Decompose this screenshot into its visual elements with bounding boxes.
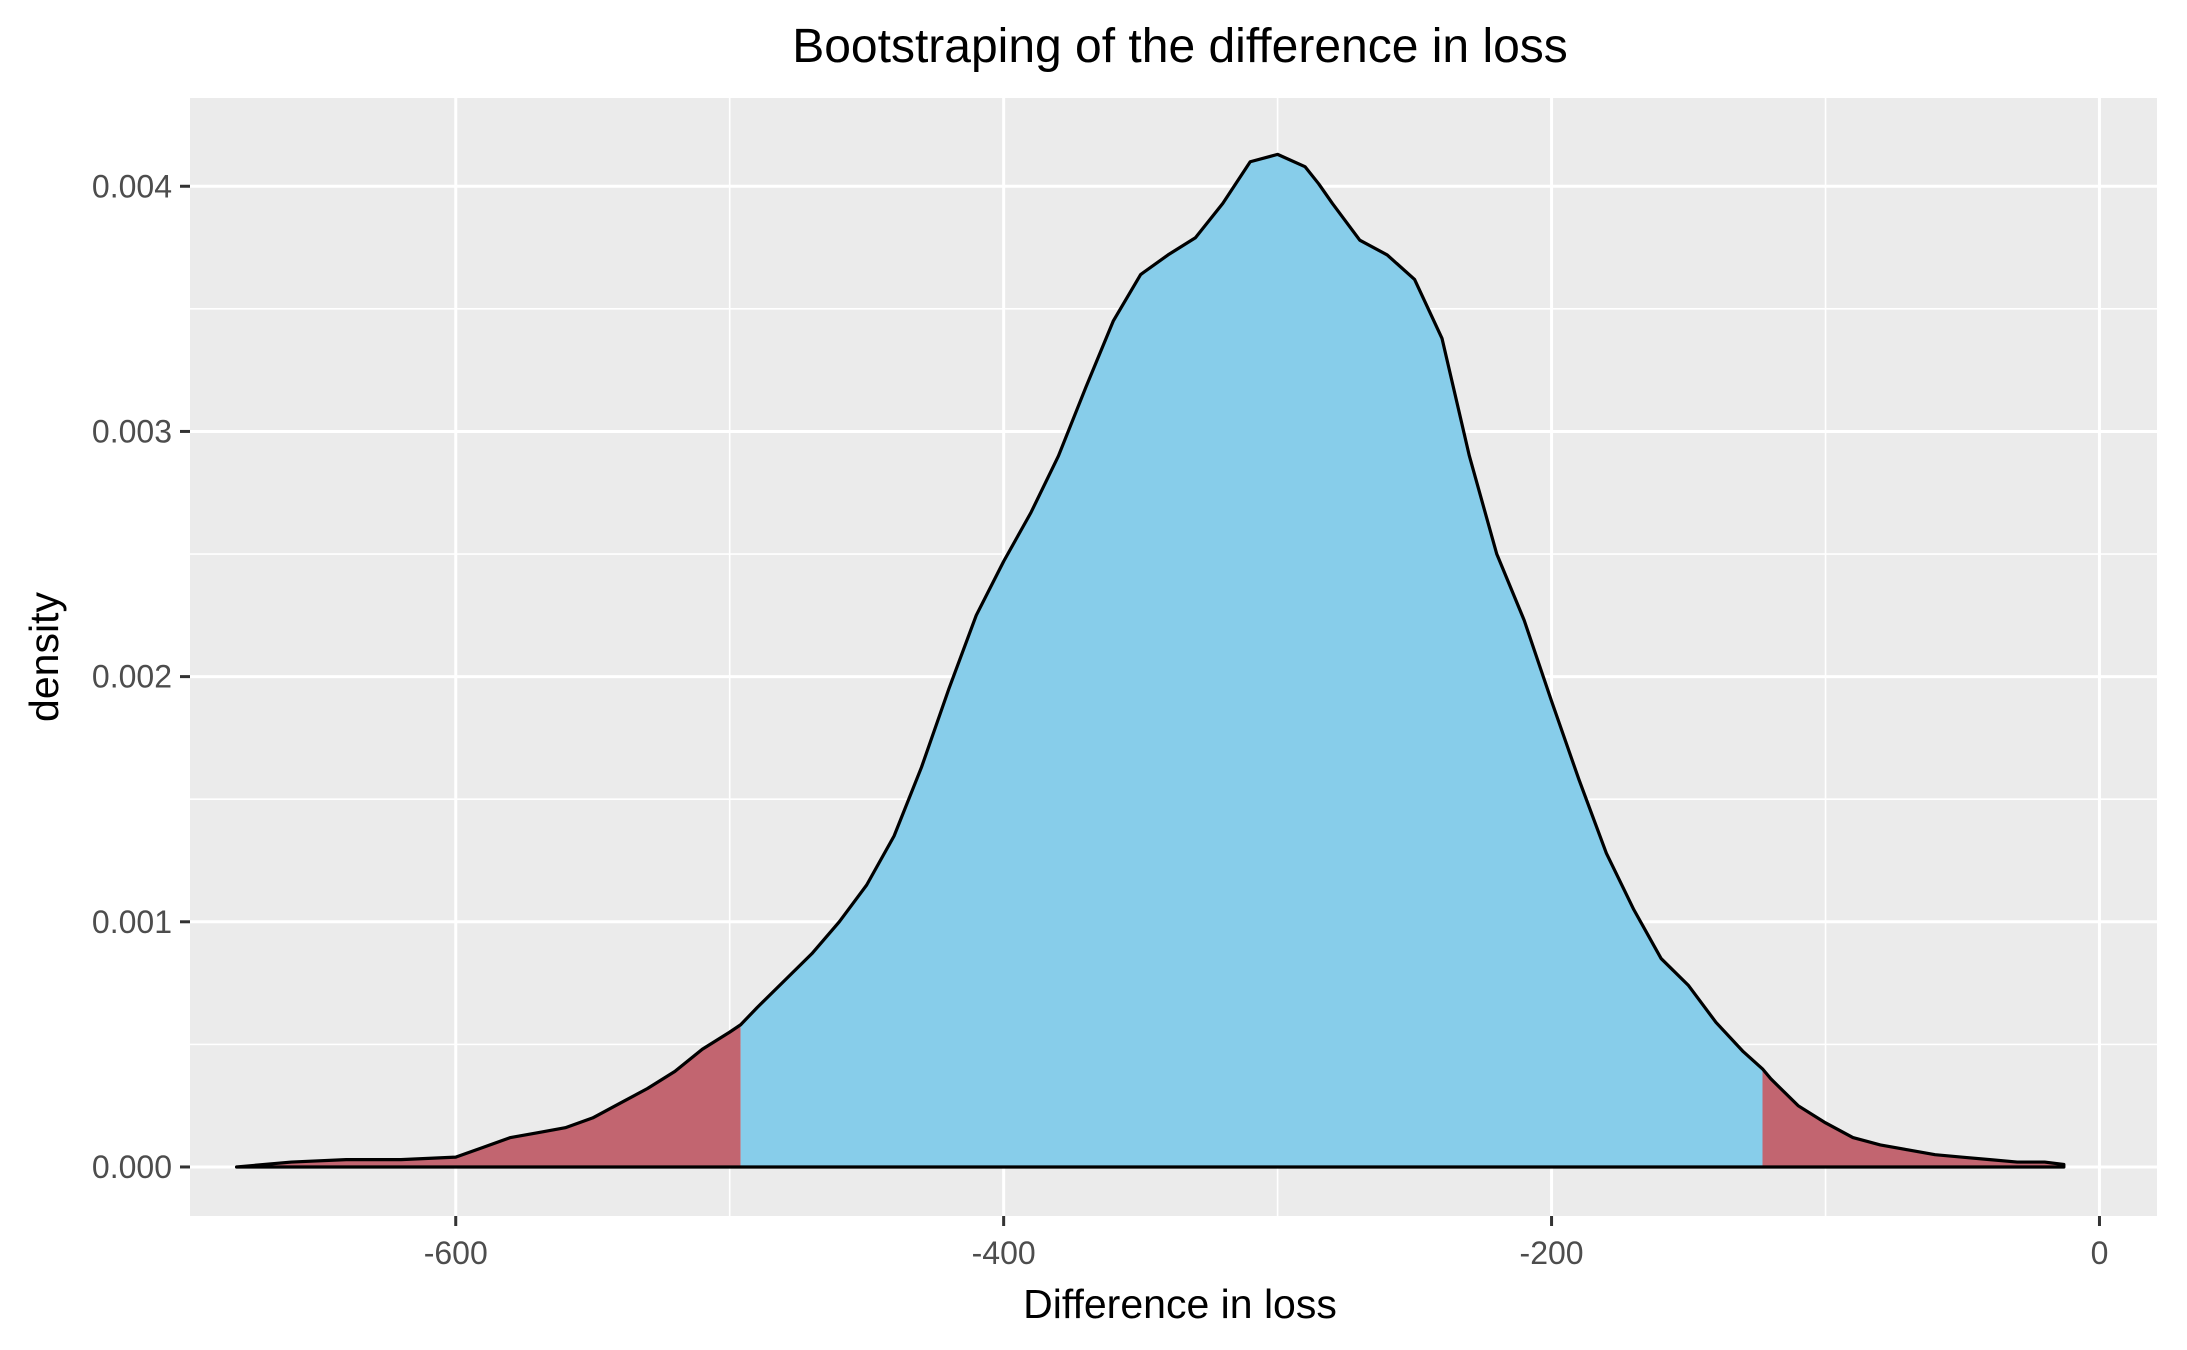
center-area	[740, 154, 1763, 1167]
density-areas	[234, 152, 2066, 1169]
x-axis-title: Difference in loss	[1023, 1281, 1337, 1327]
y-tick-label: 0.003	[92, 413, 172, 449]
density-outline	[234, 152, 2066, 1169]
y-tick-label: 0.001	[92, 904, 172, 940]
y-tick-label: 0.000	[92, 1149, 172, 1185]
y-tick-label: 0.004	[92, 168, 172, 204]
right-tail-area	[1762, 1068, 2064, 1167]
y-tick-label: 0.002	[92, 659, 172, 695]
left-tail-area	[236, 1024, 741, 1167]
x-axis: -600 -400 -200 0	[424, 1216, 2109, 1271]
x-tick-label: -600	[424, 1235, 488, 1271]
y-axis: 0.000 0.001 0.002 0.003 0.004	[92, 168, 190, 1185]
y-axis-title: density	[21, 592, 67, 722]
x-tick-label: 0	[2091, 1235, 2109, 1271]
chart-title: Bootstraping of the difference in loss	[792, 20, 1568, 73]
x-tick-label: -200	[1520, 1235, 1584, 1271]
x-tick-label: -400	[972, 1235, 1036, 1271]
